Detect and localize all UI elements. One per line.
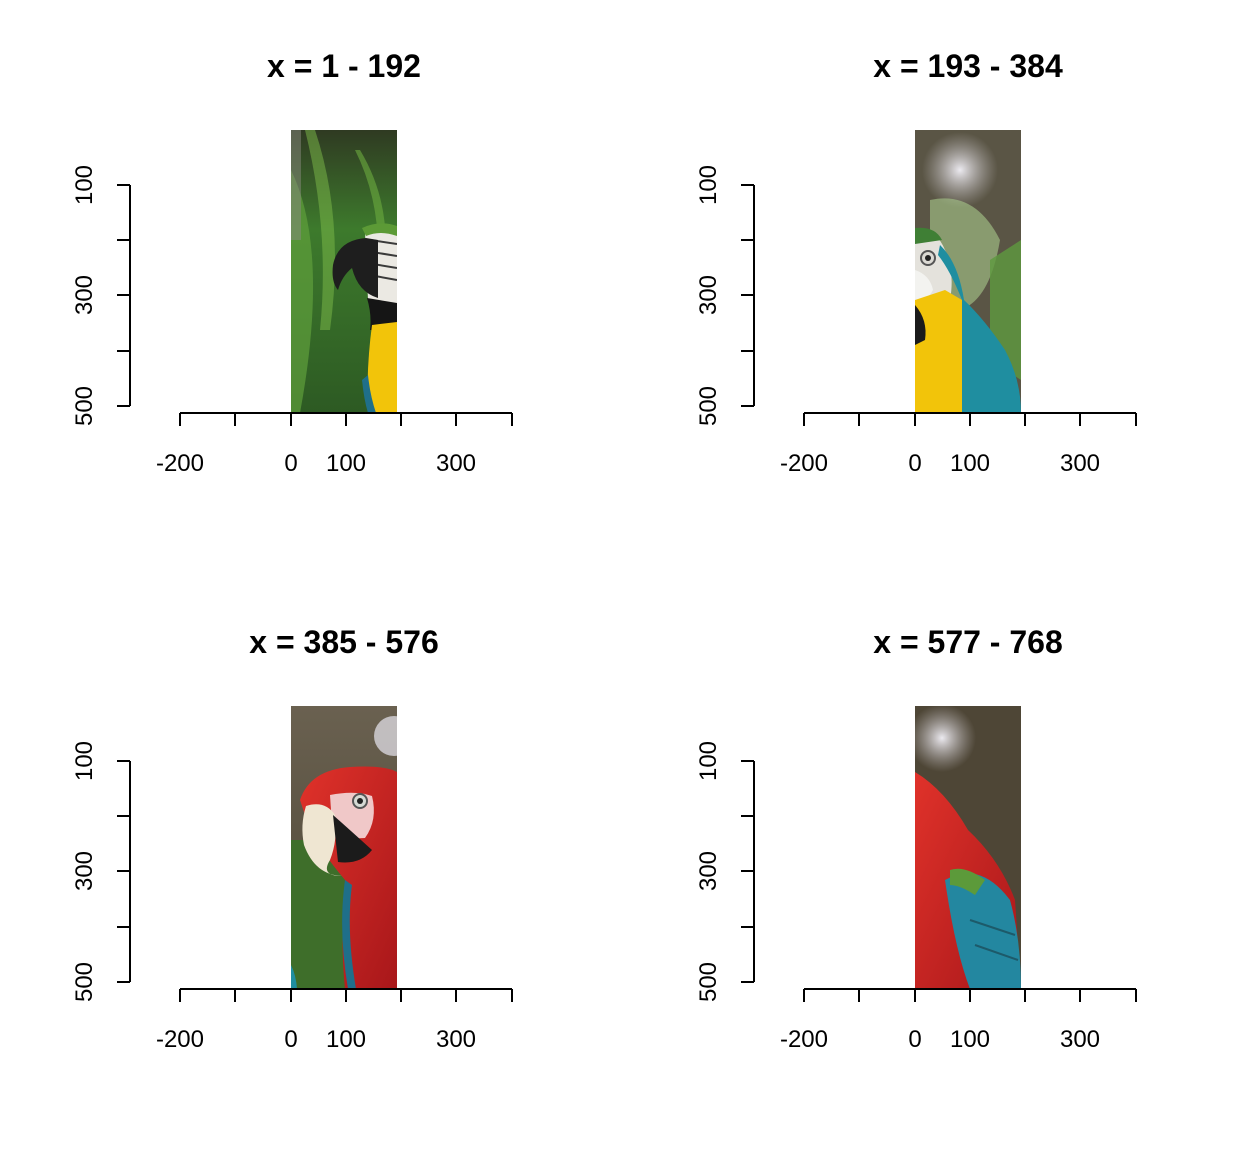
y-tick-label: 300 [695, 275, 722, 315]
parrot-image [915, 706, 1021, 989]
x-tick-label: 0 [908, 450, 921, 477]
x-axis: -200 0 100 300 [156, 988, 513, 1053]
y-tick-label: 100 [71, 741, 98, 781]
y-tick-label: 100 [71, 165, 98, 205]
x-tick-label: 0 [284, 450, 297, 477]
y-tick-label: 100 [695, 165, 722, 205]
y-tick-label: 500 [71, 386, 98, 426]
x-tick-label: 0 [908, 1026, 921, 1053]
x-tick-label: 100 [950, 450, 990, 477]
x-tick-label: 100 [326, 450, 366, 477]
panel-4: x = 577 - 768 100 300 500 [695, 624, 1137, 1053]
x-tick-label: 100 [326, 1026, 366, 1053]
x-tick-label: 0 [284, 1026, 297, 1053]
y-tick-label: 500 [71, 962, 98, 1002]
x-tick-label: -200 [156, 450, 204, 477]
y-tick-label: 300 [71, 851, 98, 891]
panel-2: x = 193 - 384 100 300 500 [695, 48, 1137, 477]
panel-1: x = 1 - 192 100 300 500 [71, 48, 513, 477]
y-tick-label: 100 [695, 741, 722, 781]
y-tick-label: 500 [695, 962, 722, 1002]
panel-title: x = 577 - 768 [873, 624, 1062, 660]
x-axis: -200 0 100 300 [780, 988, 1137, 1053]
x-tick-label: 300 [436, 450, 476, 477]
y-axis: 100 300 500 [695, 165, 755, 426]
panel-title: x = 1 - 192 [267, 48, 421, 84]
x-tick-label: -200 [780, 1026, 828, 1053]
y-axis: 100 300 500 [71, 165, 131, 426]
parrot-image [291, 706, 397, 989]
x-tick-label: 300 [436, 1026, 476, 1053]
x-tick-label: 300 [1060, 1026, 1100, 1053]
parrot-image [915, 130, 1021, 413]
panel-title: x = 193 - 384 [873, 48, 1063, 84]
panel-3: x = 385 - 576 100 300 500 [71, 624, 513, 1053]
y-axis: 100 300 500 [695, 741, 755, 1002]
parrot-image [291, 130, 397, 413]
x-tick-label: 300 [1060, 450, 1100, 477]
x-tick-label: 100 [950, 1026, 990, 1053]
x-tick-label: -200 [780, 450, 828, 477]
x-tick-label: -200 [156, 1026, 204, 1053]
x-axis: -200 0 100 300 [156, 412, 513, 477]
y-tick-label: 300 [71, 275, 98, 315]
x-axis: -200 0 100 300 [780, 412, 1137, 477]
y-tick-label: 300 [695, 851, 722, 891]
y-axis: 100 300 500 [71, 741, 131, 1002]
y-tick-label: 500 [695, 386, 722, 426]
panel-title: x = 385 - 576 [249, 624, 438, 660]
